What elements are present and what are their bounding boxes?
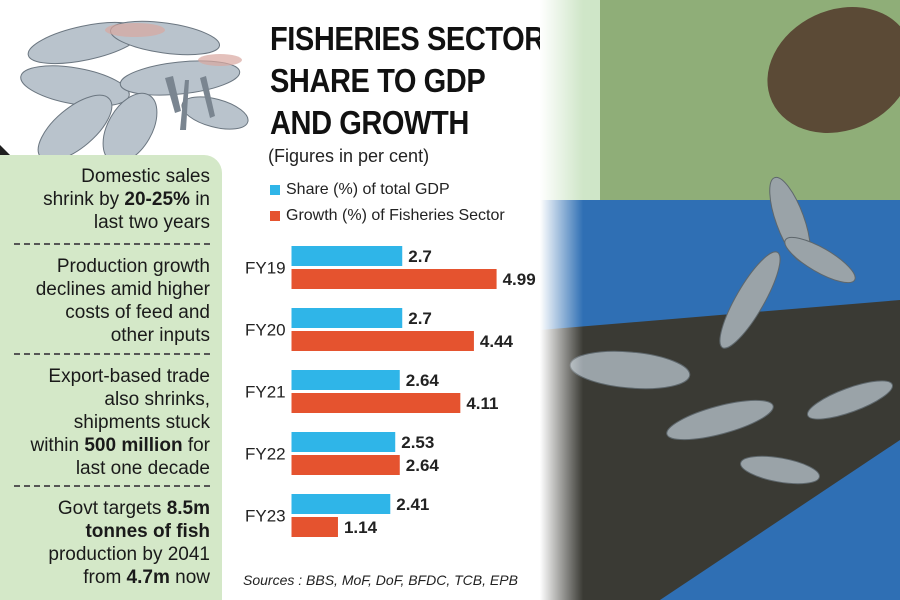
info-note: Domestic sales shrink by 20-25% in last tw… [14,165,210,234]
data-label: 2.64 [406,371,440,390]
info-note-text: in [189,189,210,210]
info-note-text: shrink by [43,189,125,210]
bar-share [291,432,396,452]
info-note-text: production by 2041 [48,544,210,565]
info-note-line: other inputs [14,324,210,347]
info-note-text: for [182,435,210,456]
info-note-line: Domestic sales [14,165,210,188]
info-panel [0,145,222,600]
title-line: SHARE TO GDP [270,62,486,99]
data-label: 2.64 [406,456,440,475]
info-note-line: shipments stuck [14,411,210,434]
chart-title: FISHERIES SECTOR SHARE TO GDP AND GROWTH [270,18,550,144]
info-note-text: now [169,567,210,588]
data-label: 4.11 [466,394,498,413]
bar-share [291,494,391,514]
legend-label-growth: Growth (%) of Fisheries Sector [286,207,505,224]
bar-share [291,308,403,328]
category-label: FY22 [245,445,286,464]
info-note-text: 20-25% [124,189,190,210]
info-note-line: shrink by 20-25% in [14,188,210,211]
info-note-line: costs of feed and [14,301,210,324]
info-note-text: last one decade [75,458,210,479]
info-note-line: tonnes of fish [14,520,210,543]
title-line: AND GROWTH [270,104,469,141]
bar-chart-svg: FY19 2.7 4.99 FY20 2.7 4.44 FY21 2.64 4.11 FY22 2.… [245,238,536,552]
fish-basket-photo [540,0,900,600]
info-note-text: tonnes [85,521,148,542]
bar-share [291,246,403,266]
info-note-text: Govt targets [57,498,167,519]
legend-swatch-growth [270,211,280,221]
info-note-text: Production growth [56,256,210,277]
info-note-line: Govt targets 8.5m [14,497,210,520]
sources-note: Sources : BBS, MoF, DoF, BFDC, TCB, EPB [243,572,518,588]
info-note-text: from [83,567,127,588]
info-note-text: also shrinks, [104,389,210,410]
bar-chart: FY19 2.7 4.99 FY20 2.7 4.44 FY21 2.64 4.11 FY22 2.… [237,234,567,556]
note-divider [14,243,210,245]
legend-item-share: Share (%) of total GDP [270,181,450,199]
chart-subtitle: (Figures in per cent) [268,146,430,166]
info-note-line: from 4.7m now [14,566,210,589]
info-note-text: 500 million [84,435,183,456]
info-note-text: shipments stuck [73,412,210,433]
category-label: FY21 [245,383,286,402]
category-label: FY23 [245,507,286,526]
info-note: Export-based trade also shrinks, shipments… [14,365,210,480]
info-note-text: of fish [147,521,210,542]
info-note-line: last one decade [14,457,210,480]
info-note-text: last two years [93,212,210,233]
info-note-text: 8.5m [166,498,210,519]
info-note-text: other inputs [110,325,210,346]
data-label: 4.44 [480,332,514,351]
bar-growth [291,331,474,351]
bar-share [291,370,400,390]
note-divider [14,353,210,355]
legend-label-share: Share (%) of total GDP [286,181,450,198]
info-note-line: within 500 million for [14,434,210,457]
legend-item-growth: Growth (%) of Fisheries Sector [270,207,505,225]
category-label: FY20 [245,321,286,340]
info-note-text: within [30,435,85,456]
data-label: 1.14 [344,518,378,537]
bar-growth [291,455,400,475]
info-note-line: Production growth [14,255,210,278]
info-note-text: Export-based trade [48,366,210,387]
info-note-line: production by 2041 [14,543,210,566]
bar-growth [291,393,461,413]
info-note: Production growth declines amid higher cos… [14,255,210,347]
data-label: 4.99 [503,270,536,289]
bar-growth [291,517,338,537]
category-label: FY19 [245,259,286,278]
info-note-text: 4.7m [126,567,170,588]
note-divider [14,485,210,487]
info-note-text: costs of feed and [65,302,210,323]
info-note-text: declines amid higher [35,279,210,300]
info-note-line: Export-based trade [14,365,210,388]
title-line: FISHERIES SECTOR [270,20,545,57]
info-note-line: last two years [14,211,210,234]
info-note: Govt targets 8.5m tonnes of fish productio… [14,497,210,589]
info-note-text: Domestic sales [81,166,210,187]
fish-pile-illustration [20,20,249,164]
legend-swatch-share [270,185,280,195]
data-label: 2.53 [401,433,434,452]
info-note-line: also shrinks, [14,388,210,411]
data-label: 2.7 [408,309,432,328]
info-note-line: declines amid higher [14,278,210,301]
data-label: 2.7 [408,247,432,266]
bar-growth [291,269,497,289]
data-label: 2.41 [396,495,429,514]
